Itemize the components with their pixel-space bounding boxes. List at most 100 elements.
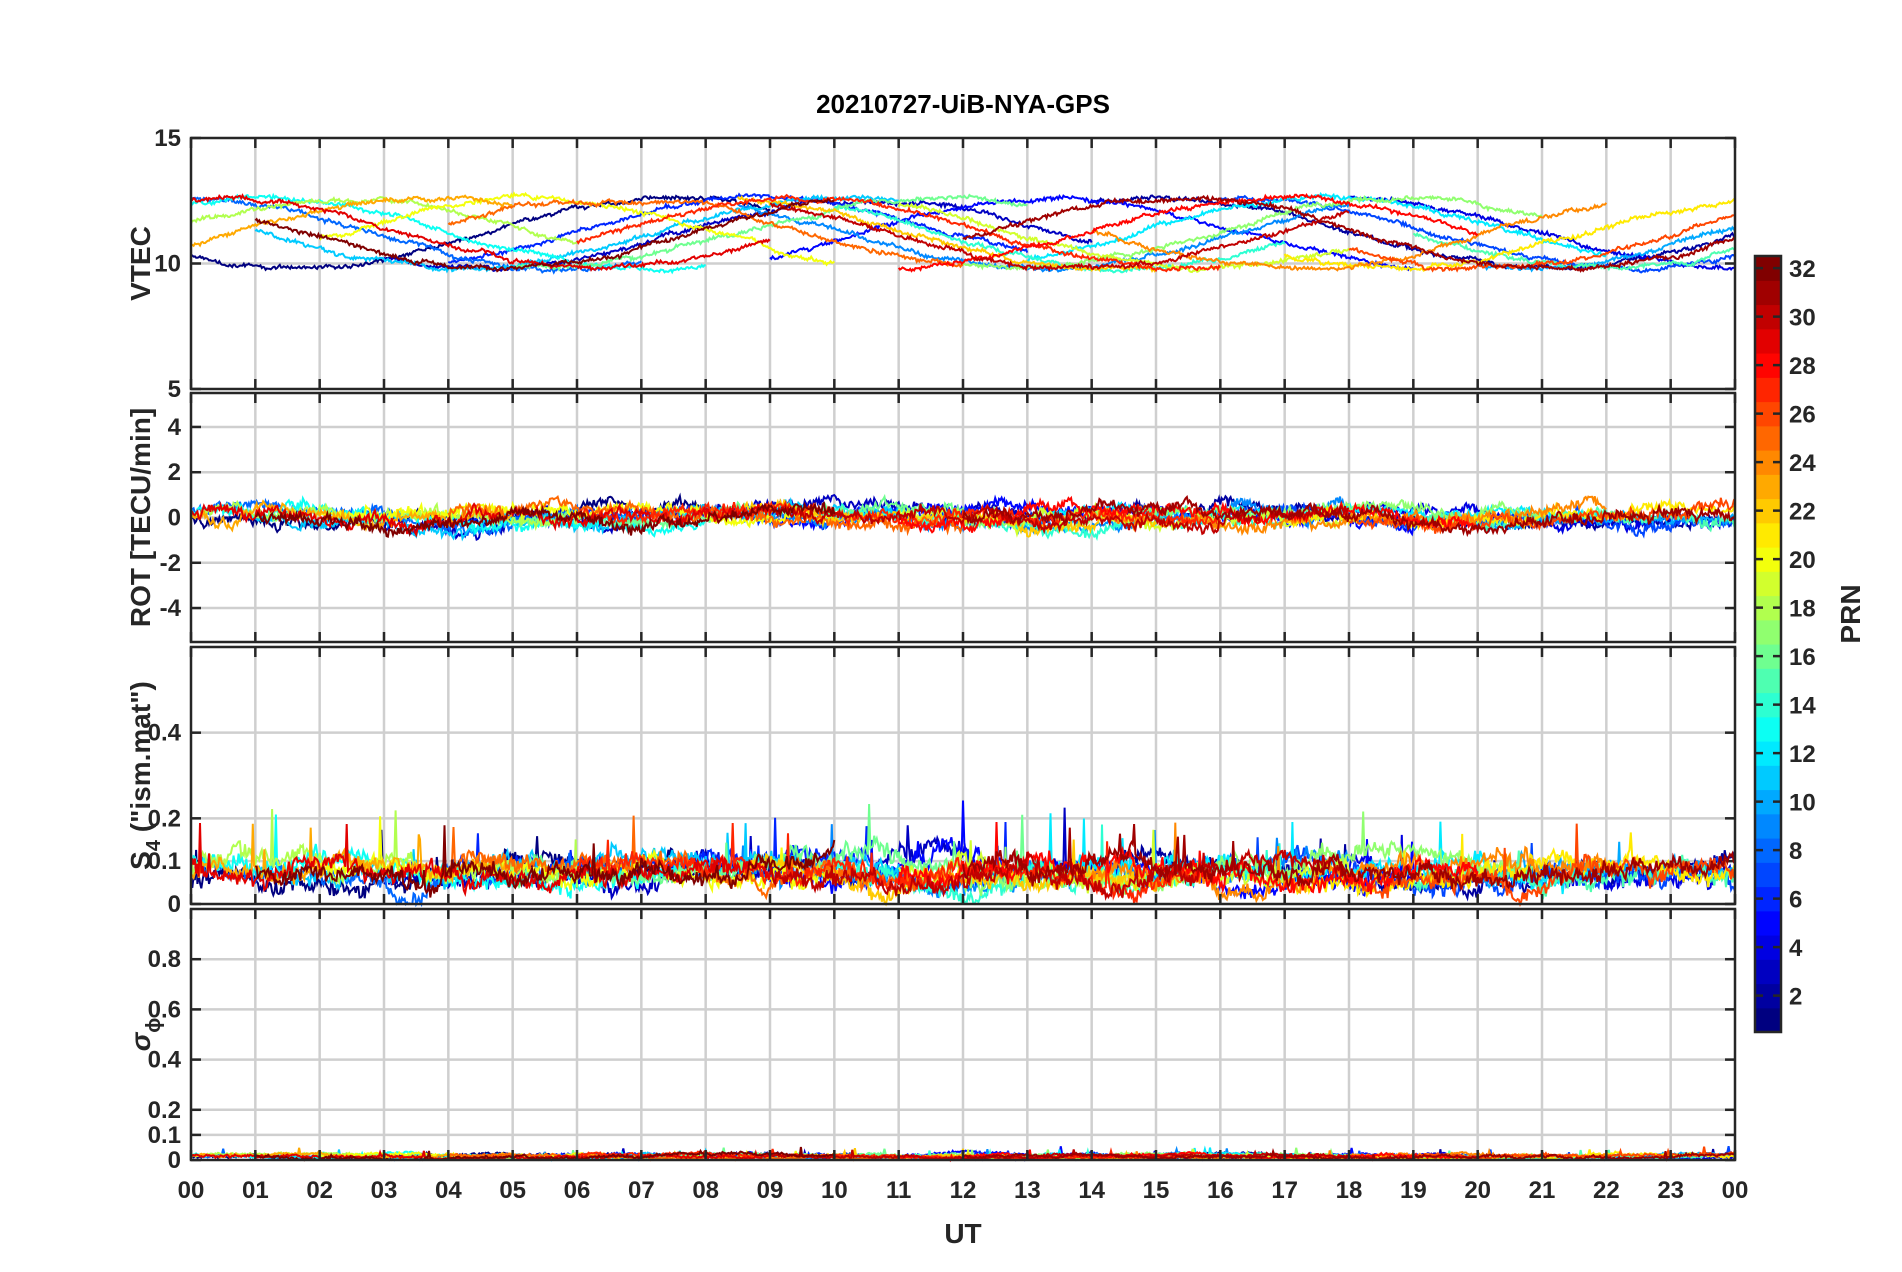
colorbar-segment <box>1755 619 1781 645</box>
series-line-prn-5 <box>769 193 1414 272</box>
x-tick-label: 12 <box>950 1177 977 1204</box>
series-group <box>190 492 1736 542</box>
series-line-prn-8 <box>190 196 642 275</box>
series-line-prn-30 <box>769 503 1350 536</box>
colorbar-segment <box>1755 522 1781 548</box>
panel-frame <box>189 645 1737 906</box>
x-tick-label: 11 <box>886 1177 911 1204</box>
colorbar-tick-label: 16 <box>1789 644 1816 671</box>
colorbar-segment <box>1755 377 1781 403</box>
series-line-prn-28 <box>897 193 1479 273</box>
y-tick-label: 4 <box>168 414 182 441</box>
series-line-prn-28 <box>898 1149 1479 1163</box>
y-tick-label: 2 <box>168 459 181 486</box>
series-line-prn-4 <box>1348 195 1736 272</box>
x-tick-label: 08 <box>692 1177 719 1204</box>
colorbar-tick-label: 2 <box>1789 984 1802 1011</box>
colorbar-tick-label: 14 <box>1789 693 1816 720</box>
x-tick-label: 22 <box>1593 1177 1620 1204</box>
x-tick-label: 09 <box>757 1177 784 1204</box>
colorbar-tick-label: 18 <box>1789 596 1816 623</box>
series-line-prn-23 <box>190 194 514 248</box>
colorbar-tick-label: 12 <box>1789 741 1816 768</box>
x-tick-label: 15 <box>1143 1177 1170 1204</box>
colorbar-segment <box>1755 571 1781 597</box>
colorbar-tick-label: 28 <box>1789 353 1816 380</box>
y-tick-label: -4 <box>160 595 182 622</box>
series-line-prn-27 <box>576 193 1222 273</box>
x-tick-label: 04 <box>435 1177 462 1204</box>
x-tick-label: 00 <box>1722 1177 1749 1204</box>
series-line-prn-26 <box>1348 214 1736 273</box>
x-tick-label: 16 <box>1207 1177 1234 1204</box>
series-line-prn-31 <box>962 495 1736 538</box>
x-tick-label: 05 <box>499 1177 526 1204</box>
colorbar-tick-label: 6 <box>1789 887 1802 914</box>
series-line-prn-11 <box>254 193 899 274</box>
series-line-prn-15 <box>1413 231 1736 272</box>
y-tick-label: 0.2 <box>148 805 181 832</box>
y-tick-label: 0 <box>168 891 181 918</box>
x-tick-label: 00 <box>178 1177 205 1204</box>
y-axis-label-vtec: VTEC <box>125 226 156 301</box>
colorbar-segment <box>1755 813 1781 839</box>
series-group <box>190 800 1736 908</box>
y-tick-label: 0.4 <box>148 720 182 747</box>
colorbar-segment <box>1755 765 1781 791</box>
panel-frame <box>189 136 1737 391</box>
panel-frame <box>189 391 1737 644</box>
series-line-prn-30 <box>769 847 1350 902</box>
chart-title: 20210727-UiB-NYA-GPS <box>816 89 1110 119</box>
series-line-prn-13 <box>190 192 706 275</box>
series-line-prn-32 <box>254 825 836 898</box>
y-tick-label: 0.6 <box>148 996 181 1023</box>
x-tick-label: 06 <box>564 1177 591 1204</box>
x-tick-label: 07 <box>628 1177 655 1204</box>
x-tick-label: 18 <box>1336 1177 1363 1204</box>
y-tick-label: 0.1 <box>148 848 181 875</box>
colorbar-tick-label: 24 <box>1789 450 1816 477</box>
series-line-prn-20 <box>318 191 835 267</box>
colorbar-tick-label: 10 <box>1789 790 1816 817</box>
series-line-prn-32 <box>255 501 836 539</box>
colorbar-segment <box>1755 910 1781 936</box>
y-tick-label: 15 <box>154 125 181 152</box>
series-line-prn-14 <box>833 204 1286 274</box>
panel-vtec: 5 10 15 VTEC <box>125 125 1737 403</box>
colorbar-frame <box>1753 254 1783 1034</box>
colorbar-segment <box>1755 280 1781 306</box>
x-tick-label: 02 <box>306 1177 333 1204</box>
series-line-prn-32 <box>254 197 835 273</box>
series-line-prn-24 <box>1091 202 1608 272</box>
x-tick-label: 23 <box>1657 1177 1684 1204</box>
x-tick-label: 14 <box>1078 1177 1105 1204</box>
series-line-prn-31 <box>962 194 1736 273</box>
colorbar-tick-label: 4 <box>1789 935 1803 962</box>
x-tick-label: 17 <box>1271 1177 1298 1204</box>
colorbar-label: PRN <box>1835 584 1866 643</box>
colorbar-segment <box>1755 716 1781 742</box>
series-line-prn-25 <box>447 198 964 269</box>
colorbar-tick-label: 8 <box>1789 838 1802 865</box>
panel-frame <box>189 907 1737 1162</box>
colorbar-segment <box>1755 1007 1781 1033</box>
x-tick-label: 20 <box>1464 1177 1491 1204</box>
y-axis-label-rot: ROT [TECU/min] <box>125 408 156 627</box>
series-line-prn-29 <box>190 193 771 272</box>
series-line-prn-30 <box>769 202 1350 272</box>
panel-s4: 0 0.1 0.2 0.4S4 ("ism.mat") <box>125 645 1737 918</box>
panel-sigma: 00.10.2 0.4 0.6 0.8 σϕ <box>125 907 1737 1174</box>
x-tick-label: 03 <box>371 1177 398 1204</box>
colorbar-tick-label: 22 <box>1789 499 1816 526</box>
y-tick-label: 5 <box>168 376 181 403</box>
x-tick-label: 21 <box>1529 1177 1556 1204</box>
colorbar-segment <box>1755 474 1781 500</box>
y-tick-label: 0.2 <box>148 1097 181 1124</box>
colorbar-tick-label: 26 <box>1789 402 1816 429</box>
series-line-prn-1 <box>190 194 771 272</box>
colorbar-segment <box>1755 425 1781 451</box>
x-tick-label: 01 <box>242 1177 269 1204</box>
y-tick-label: 0.4 <box>148 1047 182 1074</box>
